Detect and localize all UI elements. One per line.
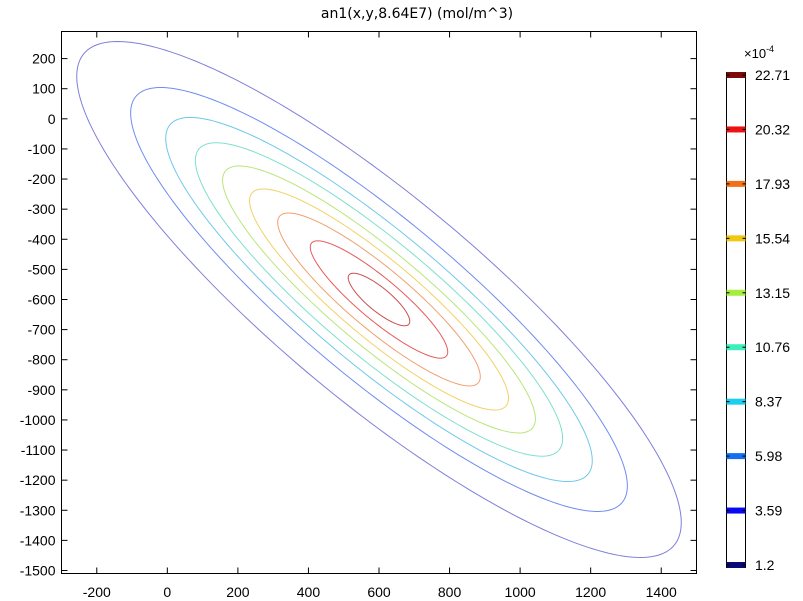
colorbar-exponent-base: ×10	[744, 46, 766, 61]
colorbar-frame	[727, 73, 746, 568]
x-axis: -200 0 200 400 600 800 1000 1200 1400	[83, 32, 677, 601]
y-tick-label-8: -600	[27, 291, 55, 307]
y-tick-label-5: -300	[27, 201, 55, 217]
y-tick-label-16: -1400	[20, 532, 56, 548]
plot-frame	[62, 32, 697, 574]
x-tick-label-6: 1000	[505, 584, 536, 600]
colorbar-label-1: 20.32	[755, 121, 790, 137]
colorbar-label-6: 8.37	[755, 394, 782, 410]
colorbar-label-5: 10.76	[755, 339, 790, 355]
colorbar-exponent: ×10-4	[744, 44, 774, 61]
y-tick-label-13: -1100	[21, 442, 56, 458]
y-tick-label-10: -800	[27, 352, 55, 368]
colorbar-label-4: 13.15	[755, 285, 790, 301]
y-tick-label-11: -900	[27, 382, 55, 398]
colorbar-label-9: 1.2	[755, 557, 775, 573]
contour-line-4	[223, 166, 536, 433]
y-tick-label-2: 0	[48, 111, 56, 127]
y-axis: 200 100 0 -100 -200 -300 -400 -500 -600 -700 -800 -…	[20, 51, 697, 579]
contour-line-5	[250, 189, 509, 410]
x-tick-label-1: 0	[163, 584, 171, 600]
y-tick-label-15: -1300	[20, 502, 56, 518]
colorbar: ×10-4 22.71 20.32 17.93 15.54 13.15 10.76 8.37…	[727, 44, 791, 573]
x-tick-label-5: 800	[438, 584, 462, 600]
y-tick-label-9: -700	[27, 322, 55, 338]
y-tick-label-1: 100	[32, 81, 56, 97]
contour-line-0	[77, 42, 682, 558]
colorbar-label-2: 17.93	[755, 176, 790, 192]
y-tick-label-6: -400	[27, 231, 55, 247]
contour-line-2	[166, 117, 593, 481]
x-tick-label-4: 600	[367, 584, 391, 600]
y-tick-label-14: -1200	[20, 472, 56, 488]
chart-title: an1(x,y,8.64E7) (mol/m^3)	[321, 6, 513, 22]
y-tick-label-7: -500	[27, 261, 55, 277]
colorbar-label-7: 5.98	[755, 448, 782, 464]
y-tick-label-3: -100	[27, 141, 55, 157]
contour-line-3	[195, 143, 562, 456]
colorbar-label-3: 15.54	[755, 230, 790, 246]
contour-line-7	[310, 241, 447, 358]
y-tick-label-0: 200	[32, 51, 56, 67]
x-tick-label-3: 400	[297, 584, 321, 600]
x-tick-label-0: -200	[83, 584, 111, 600]
contour-line-1	[131, 88, 628, 512]
colorbar-label-0: 22.71	[755, 67, 790, 83]
contour-line-8	[348, 273, 410, 326]
y-tick-label-17: -1500	[20, 562, 56, 578]
contour-lines	[77, 42, 682, 558]
x-tick-label-2: 200	[226, 584, 250, 600]
y-tick-label-4: -200	[27, 171, 55, 187]
colorbar-label-8: 3.59	[755, 503, 782, 519]
y-tick-label-12: -1000	[20, 412, 56, 428]
colorbar-exponent-power: -4	[766, 44, 774, 54]
x-tick-label-8: 1400	[646, 584, 677, 600]
x-tick-label-7: 1200	[575, 584, 606, 600]
